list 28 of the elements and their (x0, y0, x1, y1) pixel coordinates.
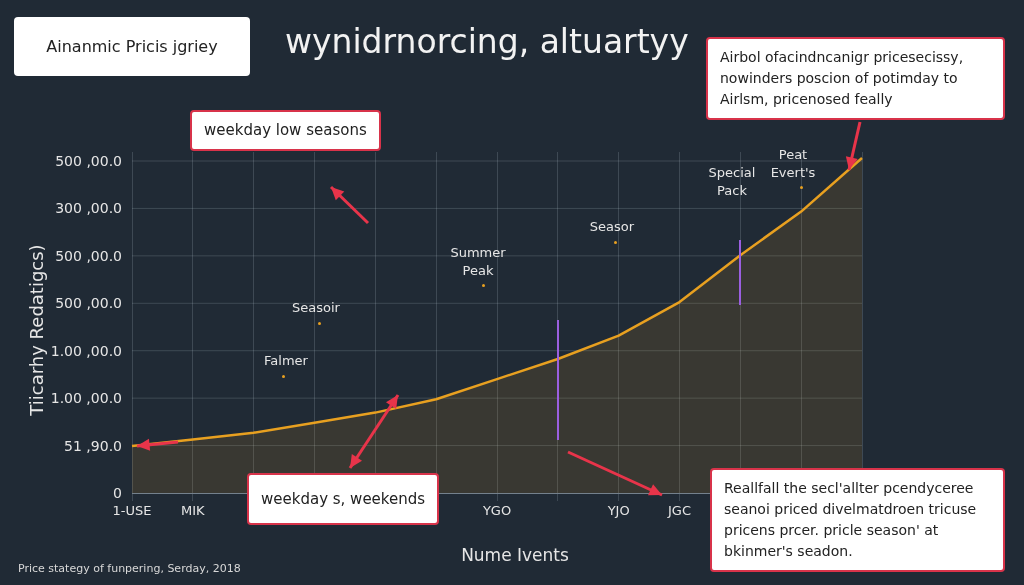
chart-subtitle: Ainanmic Pricis jgriey (14, 17, 250, 76)
text: 0 (113, 485, 122, 501)
x-tick-label: YGO (481, 503, 512, 519)
text: 51 ,90.0 (64, 437, 122, 454)
text: weekday low seasons (204, 120, 367, 141)
x-tick-label: YJO (606, 503, 630, 519)
chart-title: wynidrnorcing, altuartyy (285, 22, 689, 61)
annotation: weekday s, weekends (261, 488, 426, 510)
annotation: Falmer (264, 352, 308, 370)
annotation: Seasoir (292, 299, 340, 317)
annotation: Special Pack (708, 164, 756, 200)
text: 500 ,00.0 (55, 247, 122, 264)
x-tick-label: MIK (181, 503, 206, 519)
x-tick-label: JGC (667, 503, 691, 519)
text: 300 ,00.0 (55, 200, 122, 217)
annotation: Seasor (589, 218, 635, 236)
annotation: Reallfall the secl'allter pcendyceree seanoi priced divelmatdroen tricuse pricens prcer. pricle season' at bkinmer's seadon. (724, 479, 977, 561)
text: 500 ,00.0 (55, 295, 122, 312)
text: 1.00 ,00.0 (50, 390, 122, 407)
text: Price stategy of funpering, Serday, 2018 (18, 562, 241, 575)
text: Airbol ofacindncanigr pricesecissy, nowinders poscion of potimday to Airlsm, pricenosed feally (720, 48, 964, 109)
y-axis-title: Tiicarhy Redatigcs) (25, 244, 47, 416)
annotation: Peat Evert's (770, 146, 816, 182)
x-tick-label: 1-USE (112, 503, 152, 519)
x-axis-title: Nume Ivents (461, 545, 569, 565)
annotation: Summer Peak (450, 244, 506, 280)
text: 500 ,00.0 (55, 153, 122, 169)
text: 1.00 ,00.0 (50, 342, 122, 359)
